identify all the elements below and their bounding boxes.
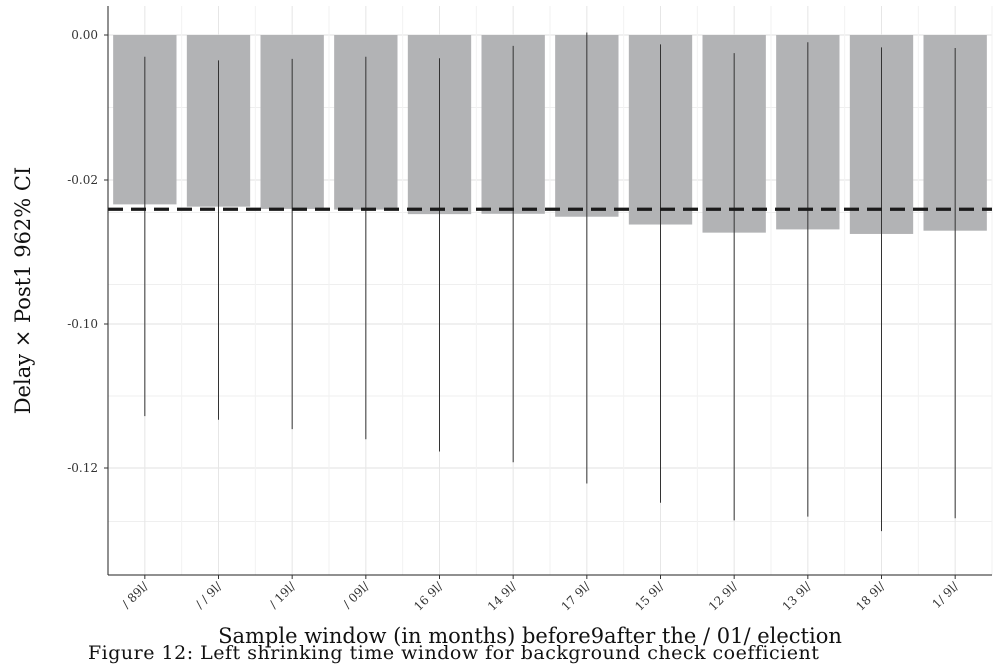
x-tick-labels: / 89l/ / / 9l/ / 19l/ / 09l/16 9l/14 9l/17 … xyxy=(119,579,962,614)
x-tick-label: / 89l/ xyxy=(119,579,152,612)
y-tick-label: -0.12 xyxy=(67,461,98,475)
y-tick-label: -0.10 xyxy=(67,317,98,331)
x-tick-label: 1/ 9l/ xyxy=(929,579,962,612)
x-tick-label: / / 9l/ xyxy=(193,579,226,612)
x-tick-label: 17 9l/ xyxy=(559,579,594,614)
x-tick-label: 18 9l/ xyxy=(853,579,888,614)
x-tick-label: 12 9l/ xyxy=(706,579,741,614)
x-tick-label: 13 9l/ xyxy=(780,579,815,614)
x-tick-label: 15 9l/ xyxy=(632,579,667,614)
x-axis-title: Sample window (in months) before9after t… xyxy=(218,624,842,648)
figure-caption: Figure 12: Left shrinking time window fo… xyxy=(88,642,820,664)
y-tick-label: -0.02 xyxy=(67,173,98,187)
x-tick-label: / 19l/ xyxy=(266,579,299,612)
x-tick-label: / 09l/ xyxy=(340,579,373,612)
y-tick-label: 0.00 xyxy=(71,28,98,42)
y-axis-title: Delay × Post1 962% CI xyxy=(11,167,35,415)
axes xyxy=(104,6,992,579)
x-tick-label: 14 9l/ xyxy=(485,579,520,614)
error-bars xyxy=(144,32,956,532)
y-tick-labels: 0.00 -0.02 -0.10 -0.12 xyxy=(67,28,98,475)
x-tick-label: 16 9l/ xyxy=(411,579,446,614)
